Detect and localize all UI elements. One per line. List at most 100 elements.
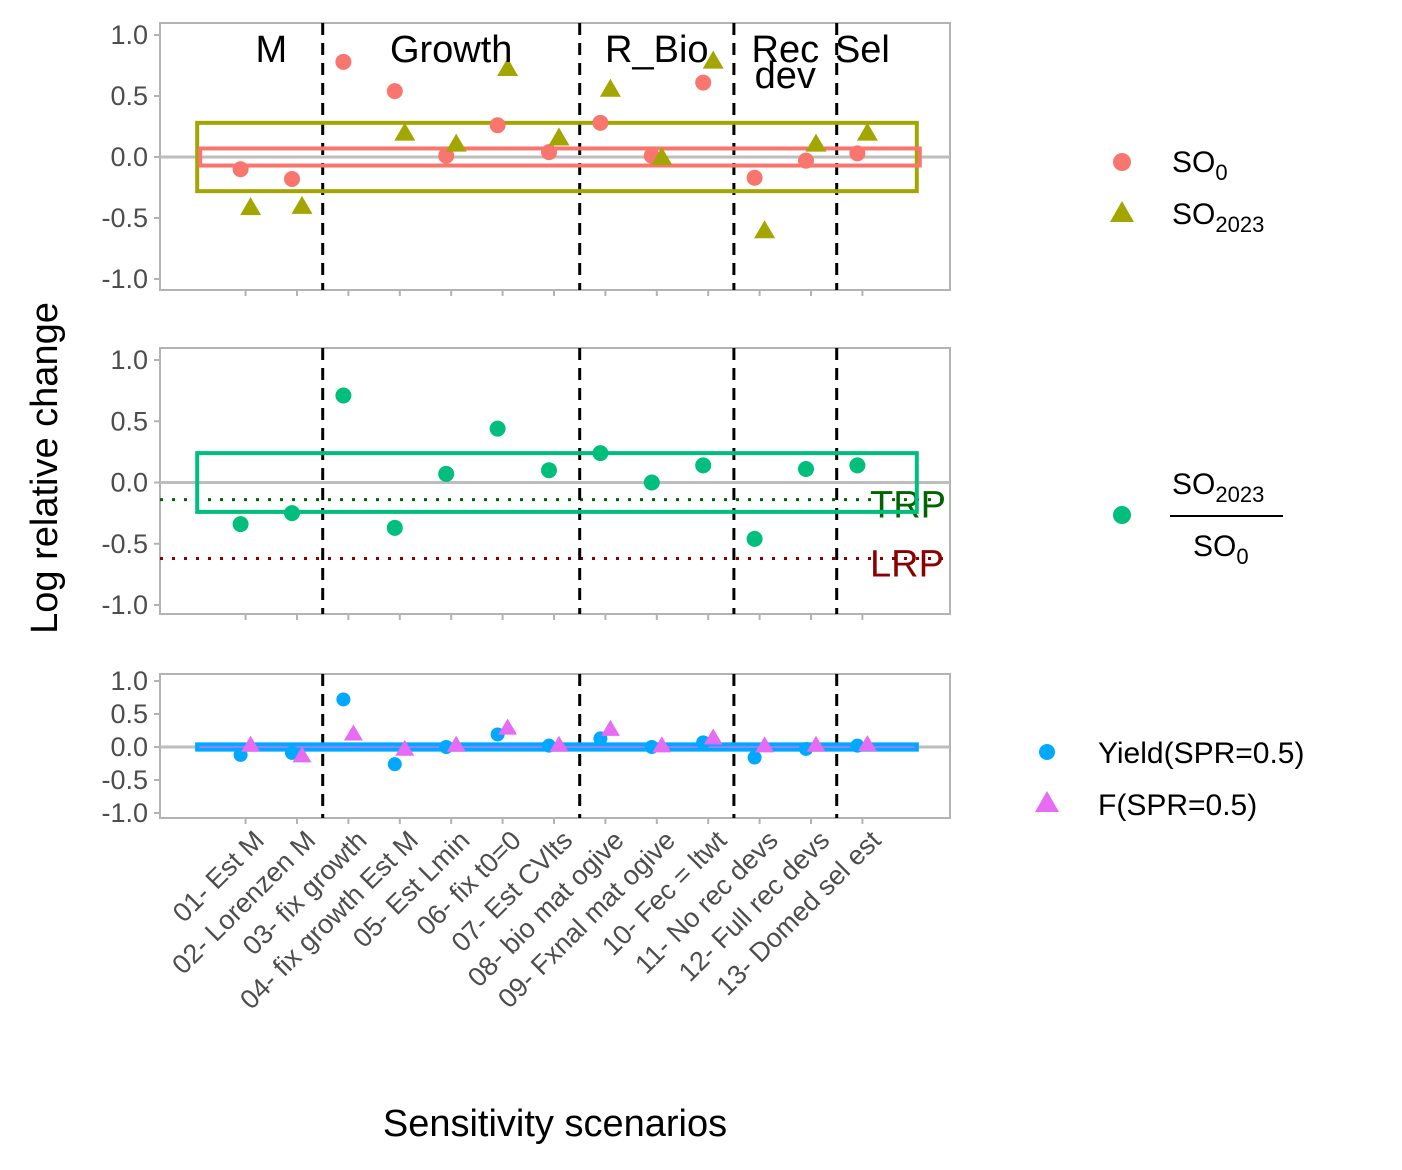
point-SO0 <box>798 152 814 169</box>
reference-label-trp: TRP <box>870 485 946 527</box>
point-Yield(SPR=0.5) <box>747 750 762 765</box>
point-Yield(SPR=0.5) <box>387 757 402 772</box>
group-label-r_bio: R_Bio <box>605 29 709 71</box>
group-label-sel: Sel <box>835 29 890 71</box>
point-SO0 <box>335 53 352 70</box>
point-SO2023/SO0 <box>438 465 455 482</box>
y-tick-label: 0.5 <box>110 699 148 729</box>
point-F(SPR=0.5) <box>703 728 723 745</box>
point-SO2023 <box>754 220 776 239</box>
group-label-growth: Growth <box>390 29 512 71</box>
y-tick-label: 0.5 <box>110 406 148 436</box>
group-label-m: M <box>255 29 287 71</box>
y-tick-label: 0.0 <box>110 732 148 762</box>
point-SO2023 <box>291 195 313 214</box>
panel-bottom: 1.00.50.0-0.5-1.0 <box>101 666 951 828</box>
point-Yield(SPR=0.5) <box>285 745 299 760</box>
point-SO0 <box>489 117 506 134</box>
band-SO2023 <box>195 120 919 194</box>
point-F(SPR=0.5) <box>857 735 877 752</box>
reference-label-lrp: LRP <box>870 543 944 585</box>
point-SO0 <box>438 147 455 164</box>
point-SO2023 <box>445 133 467 152</box>
point-Yield(SPR=0.5) <box>696 735 711 750</box>
point-SO2023/SO0 <box>232 516 249 533</box>
point-F(SPR=0.5) <box>652 736 672 753</box>
point-SO0 <box>746 169 763 186</box>
point-F(SPR=0.5) <box>343 724 363 741</box>
y-tick-label: 0.5 <box>110 81 148 111</box>
y-tick-label: -1.0 <box>101 264 148 294</box>
x-axis-title: Sensitivity scenarios <box>383 1103 727 1145</box>
y-tick-label: 1.0 <box>110 20 148 50</box>
x-tick-labels: 01- Est M02- Lorenzen M03- fix growth04-… <box>166 825 887 1015</box>
point-F(SPR=0.5) <box>755 736 775 753</box>
point-SO0 <box>695 74 712 91</box>
point-F(SPR=0.5) <box>600 719 620 736</box>
point-SO2023 <box>394 122 416 141</box>
point-SO2023/SO0 <box>335 387 352 404</box>
point-SO0 <box>386 83 403 100</box>
point-SO0 <box>849 145 866 162</box>
point-SO2023/SO0 <box>746 530 763 547</box>
legend-denominator: SO0 <box>1193 530 1249 569</box>
legend-label-SO0: SO0 <box>1172 146 1228 185</box>
legend-label-1: F(SPR=0.5) <box>1098 789 1257 822</box>
point-F(SPR=0.5) <box>241 735 261 752</box>
point-Yield(SPR=0.5) <box>799 741 813 756</box>
legend: SO0 SO2023 SO2023 SO0 Yield(SPR=0.5) F(SPR=0.… <box>1035 146 1304 822</box>
point-SO2023 <box>497 58 519 76</box>
panel-middle: 1.0 0.5 0.0 -0.5 -1.0 TRP LRP <box>101 345 951 620</box>
legend-key <box>1110 201 1134 222</box>
y-tick-label: 0.0 <box>110 142 148 172</box>
y-tick-label: 1.0 <box>110 345 148 375</box>
y-tick-label: -0.5 <box>101 529 148 559</box>
point-F(SPR=0.5) <box>806 735 826 752</box>
point-F(SPR=0.5) <box>292 746 312 763</box>
point-F(SPR=0.5) <box>498 718 518 735</box>
point-SO2023/SO0 <box>695 457 712 474</box>
point-SO0 <box>541 144 557 161</box>
band-SO0 <box>198 146 922 168</box>
point-SO2023 <box>856 122 878 141</box>
legend-key <box>1113 506 1131 524</box>
legend-key <box>1035 791 1059 812</box>
point-SO0 <box>592 114 609 131</box>
y-tick-label: 1.0 <box>110 666 148 696</box>
y-axis-title: Log relative change <box>24 302 66 634</box>
y-tick-label: -0.5 <box>101 203 148 233</box>
band-SO2023/SO0 <box>195 451 919 514</box>
point-F(SPR=0.5) <box>395 739 415 756</box>
legend-key <box>1039 744 1055 760</box>
point-F(SPR=0.5) <box>549 735 569 752</box>
point-SO0 <box>284 170 300 187</box>
y-tick-label: -0.5 <box>101 765 148 795</box>
group-label-rec: Rec <box>752 29 820 71</box>
point-SO2023 <box>805 133 827 152</box>
point-SO2023/SO0 <box>541 462 557 479</box>
y-tick-label: -1.0 <box>101 590 148 620</box>
y-tick-label: 0.0 <box>110 468 148 498</box>
point-SO2023/SO0 <box>849 457 866 474</box>
point-SO0 <box>232 161 249 178</box>
group-label-line2: dev <box>755 55 816 97</box>
point-SO2023/SO0 <box>284 505 300 522</box>
point-SO2023/SO0 <box>798 461 814 478</box>
point-F(SPR=0.5) <box>446 735 466 752</box>
point-SO2023 <box>702 50 724 69</box>
point-SO2023/SO0 <box>643 474 660 491</box>
point-SO2023/SO0 <box>592 445 609 462</box>
point-Yield(SPR=0.5) <box>336 692 351 707</box>
point-SO2023/SO0 <box>489 420 506 437</box>
legend-label-0: Yield(SPR=0.5) <box>1098 737 1304 770</box>
point-SO2023/SO0 <box>386 519 403 536</box>
point-SO2023 <box>240 197 262 216</box>
point-SO2023 <box>599 78 621 97</box>
point-SO2023 <box>548 127 570 146</box>
legend-key <box>1113 153 1131 171</box>
legend-label-SO2023: SO2023 <box>1172 198 1264 237</box>
y-tick-label: -1.0 <box>101 798 148 828</box>
point-SO2023 <box>651 147 673 166</box>
